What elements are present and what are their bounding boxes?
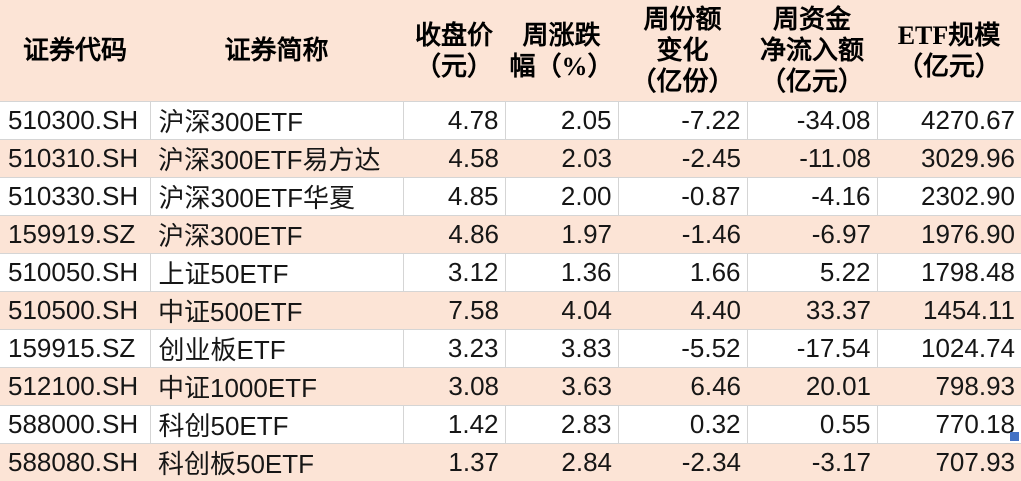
close-price-cell[interactable]: 4.85 [403,178,505,216]
code-cell[interactable]: 510330.SH [0,178,150,216]
name-cell[interactable]: 中证1000ETF [150,368,403,406]
etf-scale-cell[interactable]: 707.93 [877,444,1021,481]
spreadsheet-canvas: { "table": { "columns": [ { "key": "code… [0,0,1021,443]
close-price-cell[interactable]: 4.78 [403,102,505,140]
weekly-change-pct-cell[interactable]: 2.83 [505,406,618,444]
weekly-share-change-cell[interactable]: -1.46 [618,216,747,254]
etf-scale-cell[interactable]: 2302.90 [877,178,1021,216]
code-cell[interactable]: 512100.SH [0,368,150,406]
weekly-share-change-cell[interactable]: -7.22 [618,102,747,140]
weekly-change-pct-cell[interactable]: 1.36 [505,254,618,292]
weekly-change-pct-cell[interactable]: 4.04 [505,292,618,330]
name-cell[interactable]: 沪深300ETF易方达 [150,140,403,178]
column-header-etf-scale[interactable]: ETF规模 （亿元） [877,0,1021,102]
code-cell[interactable]: 510050.SH [0,254,150,292]
weekly-share-change-cell[interactable]: 4.40 [618,292,747,330]
close-price-cell[interactable]: 1.42 [403,406,505,444]
column-header-weekly-change-pct[interactable]: 周涨跌 幅（%） [505,0,618,102]
etf-scale-cell[interactable]: 1798.48 [877,254,1021,292]
column-header-name[interactable]: 证券简称 [150,0,403,102]
close-price-cell[interactable]: 1.37 [403,444,505,481]
weekly-net-inflow-cell[interactable]: -4.16 [747,178,877,216]
name-cell[interactable]: 上证50ETF [150,254,403,292]
weekly-change-pct-cell[interactable]: 2.00 [505,178,618,216]
weekly-net-inflow-cell[interactable]: -11.08 [747,140,877,178]
weekly-change-pct-cell[interactable]: 2.03 [505,140,618,178]
etf-scale-cell[interactable]: 3029.96 [877,140,1021,178]
weekly-share-change-cell[interactable]: 1.66 [618,254,747,292]
name-cell[interactable]: 科创50ETF [150,406,403,444]
name-cell[interactable]: 沪深300ETF [150,102,403,140]
weekly-net-inflow-cell[interactable]: 0.55 [747,406,877,444]
weekly-share-change-cell[interactable]: 6.46 [618,368,747,406]
weekly-change-pct-cell[interactable]: 3.83 [505,330,618,368]
column-header-weekly-net-inflow[interactable]: 周资金 净流入额 （亿元） [747,0,877,102]
weekly-change-pct-cell[interactable]: 2.05 [505,102,618,140]
close-price-cell[interactable]: 3.12 [403,254,505,292]
name-cell[interactable]: 中证500ETF [150,292,403,330]
weekly-share-change-cell[interactable]: -5.52 [618,330,747,368]
weekly-share-change-cell[interactable]: -2.34 [618,444,747,481]
weekly-net-inflow-cell[interactable]: 20.01 [747,368,877,406]
code-cell[interactable]: 588000.SH [0,406,150,444]
weekly-net-inflow-cell[interactable]: -17.54 [747,330,877,368]
column-header-code[interactable]: 证券代码 [0,0,150,102]
name-cell[interactable]: 沪深300ETF [150,216,403,254]
close-price-cell[interactable]: 4.86 [403,216,505,254]
weekly-net-inflow-cell[interactable]: 5.22 [747,254,877,292]
name-cell[interactable]: 沪深300ETF华夏 [150,178,403,216]
selection-handle[interactable] [1010,432,1019,441]
etf-scale-cell[interactable]: 4270.67 [877,102,1021,140]
weekly-net-inflow-cell[interactable]: -6.97 [747,216,877,254]
name-cell[interactable]: 创业板ETF [150,330,403,368]
code-cell[interactable]: 510500.SH [0,292,150,330]
code-cell[interactable]: 159915.SZ [0,330,150,368]
code-cell[interactable]: 588080.SH [0,444,150,481]
weekly-share-change-cell[interactable]: 0.32 [618,406,747,444]
close-price-cell[interactable]: 7.58 [403,292,505,330]
etf-scale-cell[interactable]: 798.93 [877,368,1021,406]
weekly-share-change-cell[interactable]: -0.87 [618,178,747,216]
column-header-weekly-share-change[interactable]: 周份额 变化 （亿份） [618,0,747,102]
name-cell[interactable]: 科创板50ETF [150,444,403,481]
code-cell[interactable]: 510300.SH [0,102,150,140]
weekly-change-pct-cell[interactable]: 1.97 [505,216,618,254]
weekly-net-inflow-cell[interactable]: -3.17 [747,444,877,481]
close-price-cell[interactable]: 3.08 [403,368,505,406]
etf-scale-cell[interactable]: 1976.90 [877,216,1021,254]
header-row: 证券代码 证券简称 收盘价 （元） 周涨跌 幅（%） 周份额 变化 （亿份） 周… [0,0,1021,102]
weekly-net-inflow-cell[interactable]: 33.37 [747,292,877,330]
code-cell[interactable]: 510310.SH [0,140,150,178]
etf-scale-cell[interactable]: 1454.11 [877,292,1021,330]
etf-scale-cell[interactable]: 1024.74 [877,330,1021,368]
close-price-cell[interactable]: 3.23 [403,330,505,368]
column-header-close-price[interactable]: 收盘价 （元） [403,0,505,102]
weekly-change-pct-cell[interactable]: 2.84 [505,444,618,481]
code-cell[interactable]: 159919.SZ [0,216,150,254]
close-price-cell[interactable]: 4.58 [403,140,505,178]
weekly-net-inflow-cell[interactable]: -34.08 [747,102,877,140]
weekly-change-pct-cell[interactable]: 3.63 [505,368,618,406]
etf-scale-cell[interactable]: 770.18 [877,406,1021,444]
weekly-share-change-cell[interactable]: -2.45 [618,140,747,178]
